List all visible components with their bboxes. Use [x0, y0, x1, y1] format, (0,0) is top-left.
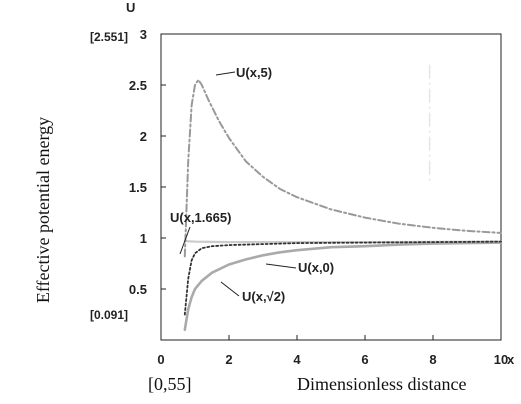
- annotation-leader: [265, 263, 297, 269]
- y-min-bracket: [0.091]: [90, 308, 128, 322]
- series-line: [183, 78, 502, 258]
- y-tick-label: 3: [140, 27, 147, 42]
- x-axis-title: Dimensionless distance: [297, 374, 466, 394]
- series-line: [183, 241, 503, 332]
- x-axis-letter: x: [507, 352, 515, 367]
- y-tick-label: 1.5: [129, 180, 147, 195]
- y-tick-label: 2.5: [129, 78, 147, 93]
- plot-frame: [160, 33, 502, 341]
- x-range-bracket: [0,55]: [148, 374, 192, 394]
- y-tick-label: 0.5: [129, 282, 147, 297]
- x-tick-label: 2: [225, 352, 232, 367]
- x-tick-label: 4: [293, 352, 301, 367]
- series-annotation: U(x,5): [236, 65, 272, 80]
- series-annotation: U(x,0): [298, 260, 334, 275]
- x-tick-label: 0: [157, 352, 164, 367]
- annotation-leader: [220, 281, 240, 297]
- series-line: [183, 240, 502, 316]
- annotation-leader: [179, 226, 191, 255]
- y-axis-letter: U: [126, 0, 135, 15]
- x-tick-label: 8: [429, 352, 436, 367]
- y-max-bracket: [2.551]: [90, 30, 128, 44]
- series-annotation: U(x,1.665): [170, 210, 231, 225]
- y-axis-title: Effective potential energy: [33, 117, 53, 303]
- x-tick-label: 6: [361, 352, 368, 367]
- y-tick-label: 1: [140, 231, 147, 246]
- annotation-leader: [215, 71, 236, 76]
- y-tick-label: 2: [140, 129, 147, 144]
- x-tick-label: 10: [494, 352, 508, 367]
- series-annotation: U(x,√2): [242, 289, 285, 304]
